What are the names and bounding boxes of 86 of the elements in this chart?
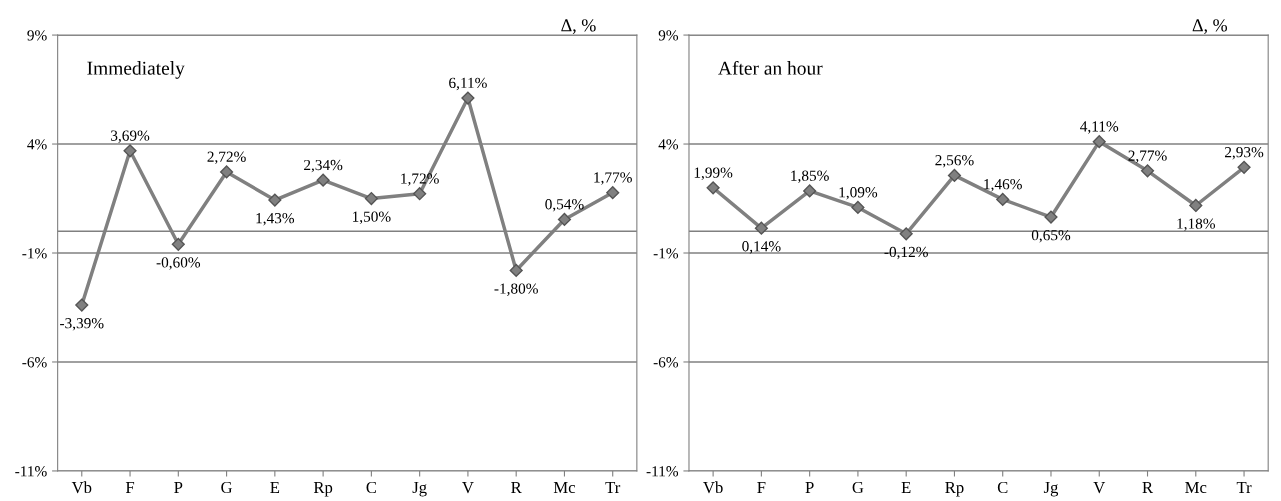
point xyxy=(803,184,817,198)
point xyxy=(1189,198,1203,213)
data-label: 1,18% xyxy=(1177,218,1215,231)
point xyxy=(509,263,523,278)
data-label: 0,65% xyxy=(1031,230,1071,243)
text: Immediately xyxy=(87,61,185,79)
x-tick-label: E xyxy=(270,482,280,493)
data-label: 2,93% xyxy=(1225,146,1264,160)
point xyxy=(996,192,1010,206)
x-tick-label: V xyxy=(462,482,474,494)
y-tick-label: 4% xyxy=(27,139,47,150)
point xyxy=(899,227,913,241)
y-tick-label: -1% xyxy=(22,248,47,259)
data-label: 3,69% xyxy=(111,130,150,143)
data-label: 4,11% xyxy=(1080,121,1119,134)
point xyxy=(947,168,962,183)
x-tick-label: Vb xyxy=(71,481,92,494)
y-tick-label: -1% xyxy=(653,248,679,259)
point xyxy=(1140,164,1155,178)
x-tick-label: Rp xyxy=(945,482,964,497)
point xyxy=(1092,135,1106,149)
data-label: -0,12% xyxy=(884,246,928,260)
x-tick-label: P xyxy=(805,482,814,493)
data-label: 1,99% xyxy=(694,167,733,180)
x-tick-label: G xyxy=(852,481,864,494)
point xyxy=(364,191,378,206)
x-tick-label: Jg xyxy=(1043,481,1059,497)
x-tick-label: Mc xyxy=(1185,482,1207,494)
data-label: 1,85% xyxy=(791,170,829,184)
point xyxy=(461,91,475,105)
data-label: 1,46% xyxy=(984,179,1022,192)
y-tick-label: -11% xyxy=(646,466,679,477)
point xyxy=(1237,160,1251,174)
x-tick-label: V xyxy=(1093,482,1106,494)
y-tick-label: 9% xyxy=(27,30,47,41)
x-tick-label: F xyxy=(125,482,135,493)
x-tick-label: R xyxy=(1142,482,1154,493)
x-tick-label: F xyxy=(757,482,766,493)
x-tick-label: Tr xyxy=(1236,482,1252,493)
point xyxy=(706,181,720,195)
point xyxy=(316,173,330,187)
x-tick-label: G xyxy=(221,481,233,494)
y-tick-label: 9% xyxy=(658,30,679,41)
point xyxy=(413,187,427,201)
data-label: 1,43% xyxy=(256,213,295,226)
y-tick-label: 4% xyxy=(658,139,679,150)
text: Δ, % xyxy=(561,19,596,34)
point xyxy=(268,193,282,207)
text: Δ, % xyxy=(1192,19,1228,34)
data-label: 2,56% xyxy=(935,155,974,168)
data-label: 6,11% xyxy=(449,77,487,91)
point xyxy=(123,144,137,158)
x-tick-label: Mc xyxy=(553,482,576,494)
data-label: 2,77% xyxy=(1128,150,1167,163)
text: After an hour xyxy=(718,60,823,75)
point xyxy=(75,298,89,312)
y-tick-label: -6% xyxy=(22,357,47,368)
data-label: 1,50% xyxy=(353,211,391,224)
data-label: 1,77% xyxy=(594,172,632,185)
x-tick-label: P xyxy=(174,482,183,493)
x-tick-label: Vb xyxy=(703,481,723,494)
x-tick-label: Tr xyxy=(605,482,621,493)
point xyxy=(754,221,768,235)
x-tick-label: Jg xyxy=(412,481,427,497)
x-tick-label: C xyxy=(997,481,1008,494)
data-label: 2,72% xyxy=(207,151,246,165)
data-label: -3,39% xyxy=(60,318,104,331)
x-tick-label: C xyxy=(366,481,377,494)
x-tick-label: R xyxy=(511,482,522,493)
data-label: 0,14% xyxy=(742,241,781,254)
y-tick-label: -11% xyxy=(15,466,47,477)
point xyxy=(171,237,185,251)
data-label: 1,72% xyxy=(401,173,439,186)
point xyxy=(219,165,234,179)
point xyxy=(1044,210,1058,224)
point xyxy=(606,186,620,200)
data-label: -0,60% xyxy=(156,257,201,270)
y-tick-label: -6% xyxy=(653,357,679,368)
x-tick-label: E xyxy=(901,482,911,493)
data-label: 0,54% xyxy=(545,199,584,212)
point xyxy=(851,200,865,215)
data-label: 1,09% xyxy=(839,187,878,200)
data-label: 2,34% xyxy=(304,159,343,173)
point xyxy=(557,212,572,227)
x-tick-label: Rp xyxy=(313,482,333,497)
data-label: -1,80% xyxy=(494,283,538,296)
